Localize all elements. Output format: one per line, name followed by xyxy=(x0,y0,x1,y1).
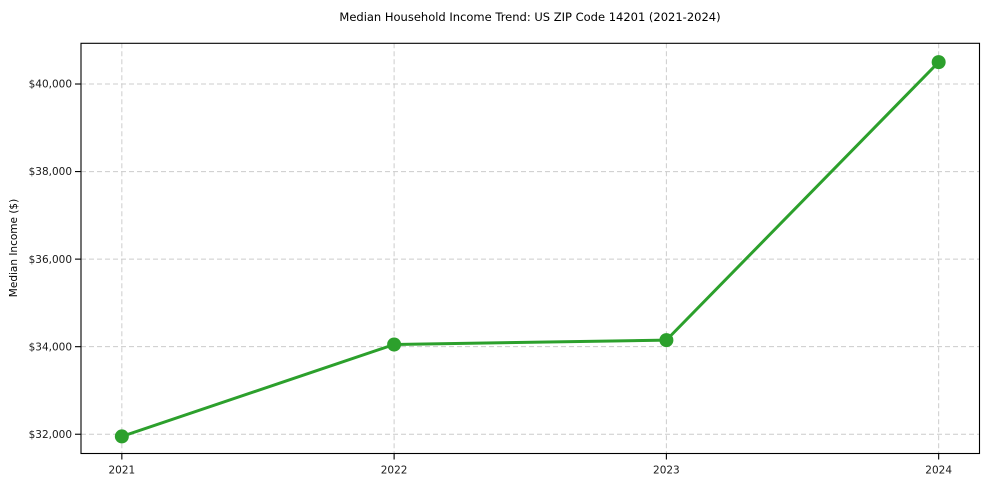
x-tick-label: 2022 xyxy=(381,465,408,477)
chart-title: Median Household Income Trend: US ZIP Co… xyxy=(339,10,720,24)
plot-border xyxy=(80,42,981,455)
data-point-2022 xyxy=(387,337,402,352)
axis-layer: $32,000 $34,000 $36,000 $38,000 $40,000 2021 2… xyxy=(29,42,981,477)
series-layer xyxy=(114,55,946,444)
data-point-2023 xyxy=(659,333,674,348)
y-tick-label: $32,000 xyxy=(29,429,72,441)
y-tick-label: $36,000 xyxy=(29,254,72,266)
data-point-2024 xyxy=(931,55,946,70)
data-point-2021 xyxy=(114,429,129,444)
x-tick-label: 2024 xyxy=(925,465,952,477)
x-tick-label: 2023 xyxy=(653,465,680,477)
x-tick-label: 2021 xyxy=(108,465,135,477)
y-tick-label: $34,000 xyxy=(29,341,72,353)
grid-layer xyxy=(81,43,980,454)
y-tick-label: $40,000 xyxy=(29,79,72,91)
y-axis-label: Median Income ($) xyxy=(8,199,20,297)
trend-line xyxy=(120,60,941,438)
y-tick-label: $38,000 xyxy=(29,166,72,178)
